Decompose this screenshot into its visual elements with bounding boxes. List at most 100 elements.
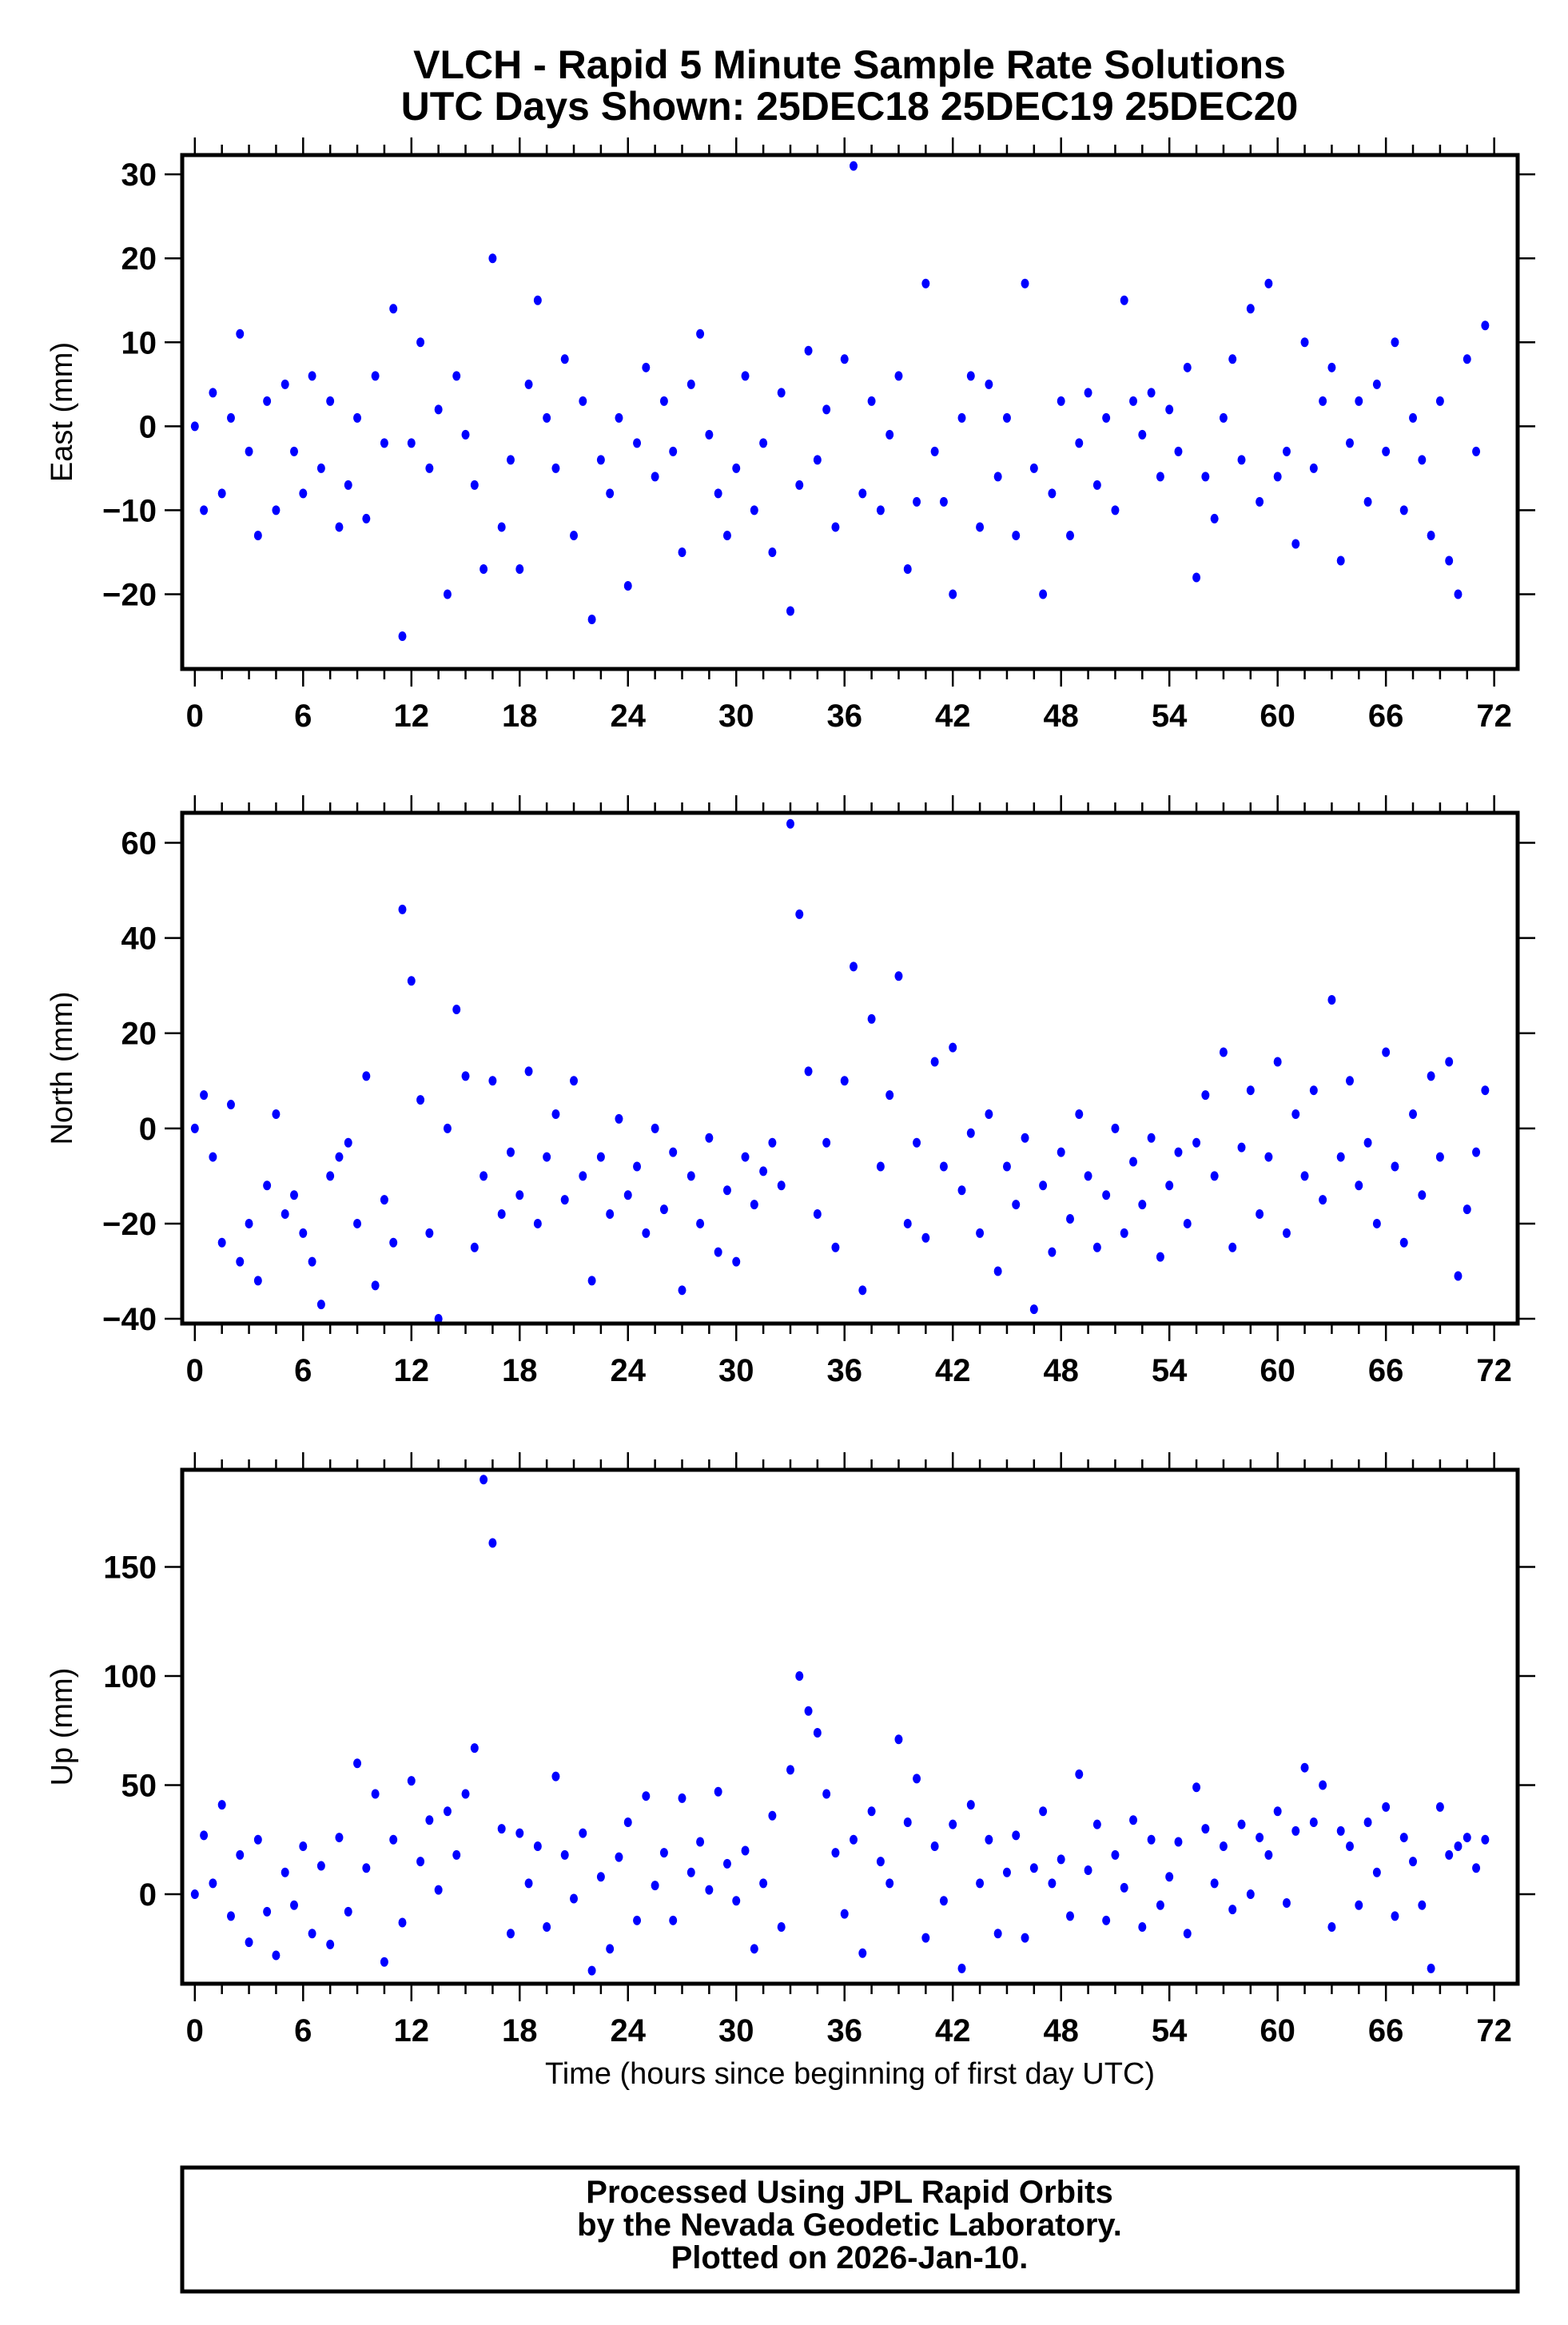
up-data-point	[1336, 1825, 1345, 1836]
north-x-tick-label: 54	[1152, 1353, 1188, 1388]
up-panel: 0 6 12 18 24 30 36 42 48 54 60 66 72 0 50 100 150 Up (mm)…	[46, 1452, 1535, 2091]
up-data-point	[579, 1828, 587, 1838]
up-data-point	[678, 1793, 686, 1803]
up-data-point	[281, 1867, 289, 1877]
north-data-point	[1012, 1200, 1021, 1210]
up-x-tick-label: 60	[1260, 2013, 1295, 2048]
north-data-point	[939, 1161, 948, 1172]
up-data-point	[976, 1878, 985, 1889]
east-x-tick-label: 36	[826, 699, 862, 734]
east-data-point	[642, 362, 651, 372]
east-x-tick-label: 54	[1152, 699, 1188, 734]
north-data-point	[1418, 1190, 1427, 1200]
up-data-point	[1273, 1806, 1282, 1817]
up-data-point	[903, 1817, 912, 1827]
north-x-tick-label: 24	[611, 1353, 647, 1388]
north-data-point	[1057, 1147, 1065, 1157]
north-data-point	[651, 1123, 659, 1133]
north-data-point	[1102, 1190, 1111, 1200]
east-data-point	[696, 328, 705, 339]
up-data-point	[1291, 1825, 1300, 1836]
up-data-point	[1111, 1849, 1120, 1860]
north-data-point	[840, 1076, 849, 1086]
up-data-point	[299, 1841, 308, 1851]
up-data-point	[587, 1965, 596, 1976]
east-data-point	[434, 404, 443, 415]
east-data-point	[524, 379, 533, 389]
north-data-point	[1435, 1152, 1444, 1162]
north-data-point	[858, 1285, 867, 1296]
up-data-point	[1120, 1882, 1128, 1893]
north-data-point	[885, 1090, 894, 1101]
north-data-point	[407, 976, 416, 986]
east-data-point	[1391, 337, 1399, 348]
east-data-point	[686, 379, 695, 389]
up-data-point	[686, 1867, 695, 1877]
north-data-point	[813, 1209, 822, 1220]
north-data-point	[1192, 1137, 1201, 1148]
north-x-tick-label: 60	[1260, 1353, 1295, 1388]
east-data-point	[1210, 513, 1219, 524]
up-data-point	[759, 1878, 768, 1889]
east-data-point	[533, 295, 542, 305]
north-data-point	[894, 971, 903, 981]
east-data-point	[885, 429, 894, 440]
north-data-point	[1327, 995, 1336, 1005]
east-data-point	[1382, 446, 1391, 456]
east-points	[190, 161, 1490, 642]
up-data-point	[1065, 1911, 1074, 1921]
up-data-point	[443, 1806, 452, 1817]
east-data-point	[543, 412, 551, 423]
north-data-point	[1472, 1147, 1481, 1157]
north-x-tick-label: 18	[502, 1353, 538, 1388]
east-data-point	[850, 161, 858, 171]
up-data-point	[1021, 1933, 1029, 1943]
east-data-point	[480, 563, 488, 574]
east-data-point	[759, 438, 768, 448]
north-data-point	[957, 1185, 966, 1196]
north-data-point	[253, 1276, 262, 1286]
east-data-point	[993, 472, 1002, 482]
east-data-point	[1481, 320, 1490, 331]
north-y-tick-label: 20	[121, 1017, 157, 1052]
east-data-point	[380, 438, 388, 448]
east-data-point	[1075, 438, 1084, 448]
up-data-point	[714, 1786, 722, 1797]
east-data-point	[407, 438, 416, 448]
north-data-point	[1075, 1109, 1084, 1119]
up-data-point	[659, 1848, 668, 1858]
up-data-point	[389, 1834, 398, 1845]
east-plot-frame	[180, 153, 1520, 671]
up-data-point	[1039, 1806, 1048, 1817]
north-data-point	[966, 1128, 975, 1138]
up-x-tick-label: 54	[1152, 2013, 1188, 2048]
north-data-point	[1463, 1204, 1471, 1215]
up-x-tick-label: 48	[1043, 2013, 1079, 2048]
east-data-point	[371, 371, 380, 381]
north-y-tick-label: 60	[121, 826, 157, 862]
east-data-point	[272, 505, 281, 516]
up-data-point	[1399, 1833, 1408, 1843]
east-data-point	[416, 337, 425, 348]
up-x-tick-label: 30	[718, 2013, 754, 2048]
up-y-tick-label: 100	[103, 1659, 157, 1694]
up-data-point	[253, 1834, 262, 1845]
north-data-point	[1427, 1071, 1435, 1081]
x-axis-label: Time (hours since beginning of first day…	[545, 2057, 1155, 2091]
north-data-point	[335, 1152, 344, 1162]
panels: 0 6 12 18 24 30 36 42 48 54 60 66 72−20−100102030Eas…	[46, 137, 1535, 2091]
up-data-point	[1048, 1878, 1057, 1889]
up-data-point	[488, 1538, 497, 1548]
up-data-point	[245, 1937, 253, 1948]
east-data-point	[1201, 472, 1210, 482]
east-data-point	[190, 421, 199, 432]
up-data-point	[1327, 1922, 1336, 1933]
east-data-point	[1472, 446, 1481, 456]
footer-frame	[180, 2165, 1520, 2294]
north-data-point	[579, 1171, 587, 1181]
east-y-tick-label: −10	[102, 493, 157, 528]
east-data-point	[1012, 530, 1021, 540]
east-data-point	[245, 446, 253, 456]
east-data-point	[1111, 505, 1120, 516]
up-data-point	[732, 1896, 741, 1906]
